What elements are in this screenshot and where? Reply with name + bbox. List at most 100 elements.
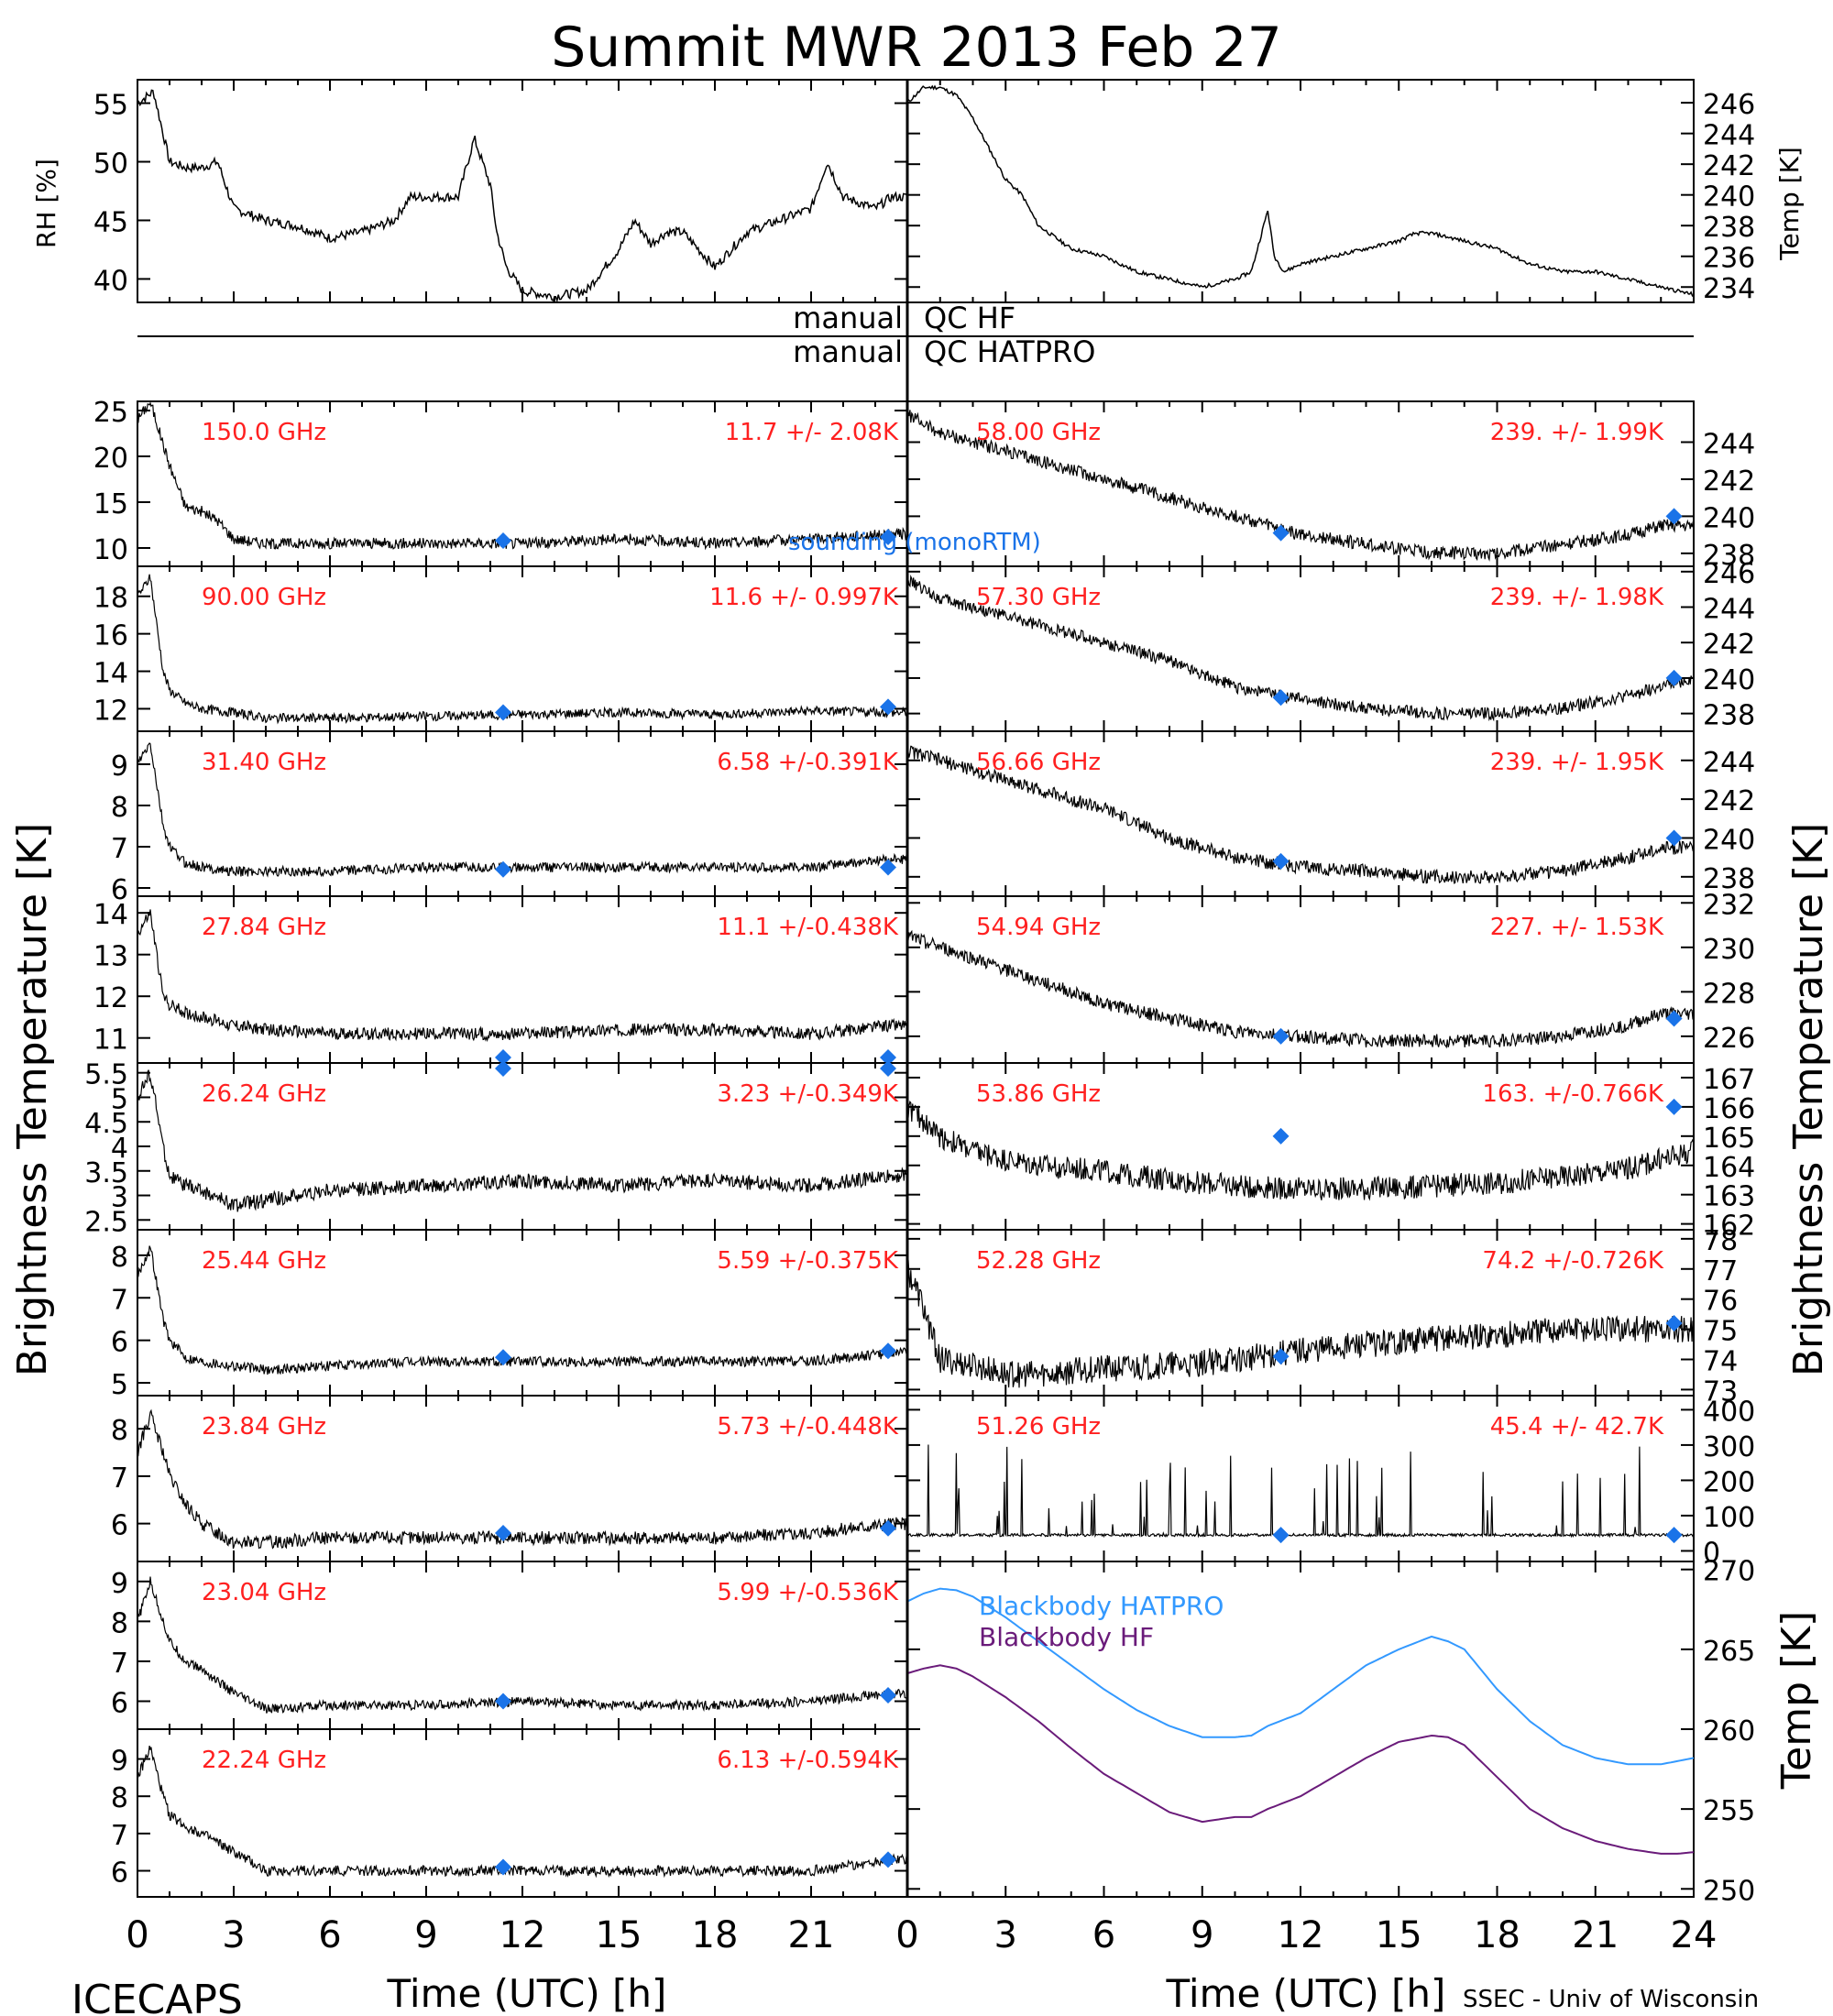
sounding-marker-ch52_28-1	[1665, 1315, 1683, 1332]
x-tick-label-left: 18	[692, 1914, 739, 1956]
sounding-marker-ch26_24-1	[880, 1060, 896, 1077]
y-tick-label: 230	[1703, 934, 1755, 966]
x-tick-label-right: 9	[1191, 1914, 1213, 1956]
sounding-marker-ch57_3-1	[1665, 669, 1683, 686]
channel-label-ch23_84: 23.84 GHz	[202, 1413, 326, 1441]
y-tick-label: 9	[111, 751, 128, 783]
air-temp-panel-frame	[906, 79, 1695, 303]
channel-stats-ch57_3: 239. +/- 1.98K	[1490, 584, 1664, 611]
series-trace-ch150	[137, 401, 908, 551]
rh-panel-frame	[137, 79, 908, 303]
y-tick-label: 244	[1703, 594, 1755, 626]
channel-stats-ch27_84: 11.1 +/-0.438K	[717, 914, 899, 941]
y-tick-label: 78	[1703, 1225, 1738, 1257]
y-tick-label: 18	[93, 583, 128, 615]
channel-stats-ch56_66: 239. +/- 1.95K	[1490, 749, 1664, 776]
series-trace-ch56_66	[906, 745, 1695, 884]
y-tick-label: 300	[1703, 1431, 1755, 1463]
y-tick-label: 200	[1703, 1466, 1755, 1498]
x-tick-label-left: 6	[318, 1914, 341, 1956]
channel-label-ch150: 150.0 GHz	[202, 419, 326, 446]
channel-label-ch23_04: 23.04 GHz	[202, 1579, 326, 1606]
sounding-marker-ch57_3-0	[1272, 689, 1290, 707]
y-tick-label: 242	[1703, 150, 1755, 182]
y-tick-label: 16	[93, 620, 128, 652]
y-tick-label: 260	[1703, 1715, 1755, 1748]
y-tick-label: 9	[111, 1568, 128, 1600]
y-tick-label: 265	[1703, 1636, 1755, 1668]
y-tick-label: 10	[93, 534, 128, 566]
y-tick-label: 246	[1703, 89, 1755, 121]
series-trace-ch53_86	[906, 1100, 1695, 1201]
channel-stats-ch22_24: 6.13 +/-0.594K	[717, 1747, 899, 1774]
channel-stats-ch52_28: 74.2 +/-0.726K	[1482, 1247, 1664, 1275]
series-trace-ch27_84	[137, 909, 908, 1043]
series-trace-ch23_04	[137, 1576, 908, 1714]
y-tick-label: 6	[111, 874, 128, 906]
time-axis-label-right: Time (UTC) [h]	[1166, 1971, 1446, 2016]
y-tick-label: 0	[1703, 1537, 1720, 1569]
y-tick-label: 244	[1703, 747, 1755, 779]
channel-stats-ch51_26: 45.4 +/- 42.7K	[1490, 1413, 1664, 1441]
qc-manual-hf-label: manual	[793, 301, 903, 335]
qc-manual-hatpro-label: manual	[793, 334, 903, 369]
y-tick-label: 255	[1703, 1795, 1755, 1827]
footer-ssec: SSEC - Univ of Wisconsin	[1463, 1986, 1759, 2013]
series-trace-ch54_94	[906, 929, 1695, 1049]
x-tick-label-left: 15	[596, 1914, 642, 1956]
y-tick-label: 400	[1703, 1396, 1755, 1428]
channel-stats-ch31: 6.58 +/-0.391K	[717, 749, 899, 776]
chart-title: Summit MWR 2013 Feb 27	[551, 16, 1282, 80]
sounding-marker-ch22_24-0	[495, 1858, 511, 1876]
sounding-marker-ch23_84-0	[495, 1524, 511, 1541]
y-tick-label: 6	[111, 1688, 128, 1720]
channel-stats-ch150: 11.7 +/- 2.08K	[725, 419, 899, 446]
y-tick-label: 12	[93, 982, 128, 1014]
y-tick-label: 6	[111, 1510, 128, 1542]
air-temp-line	[906, 84, 1695, 297]
sounding-marker-ch31-1	[880, 859, 896, 876]
y-tick-label: 246	[1703, 558, 1755, 590]
channel-label-ch56_66: 56.66 GHz	[976, 749, 1101, 776]
qc-hf-label: QC HF	[924, 301, 1015, 335]
channel-stats-ch58: 239. +/- 1.99K	[1490, 419, 1664, 446]
blackbody-temp-label: Temp [K]	[1773, 1611, 1820, 1790]
sounding-marker-ch150-1	[880, 529, 896, 545]
brightness-temp-right-label: Brightness Temperature [K]	[1785, 823, 1832, 1376]
y-tick-label: 5	[111, 1083, 128, 1115]
y-tick-label: 242	[1703, 785, 1755, 817]
y-tick-label: 11	[93, 1024, 128, 1057]
y-tick-label: 8	[111, 1242, 128, 1274]
y-tick-label: 240	[1703, 502, 1755, 534]
channel-stats-ch26_24: 3.23 +/-0.349K	[717, 1080, 899, 1108]
y-tick-label: 238	[1703, 700, 1755, 732]
series-trace-ch23_84	[137, 1408, 908, 1550]
y-tick-label: 232	[1703, 889, 1755, 921]
y-tick-label: 25	[93, 397, 128, 429]
y-tick-label: 5.5	[84, 1059, 128, 1091]
y-tick-label: 73	[1703, 1375, 1738, 1408]
x-tick-label-left: 0	[126, 1914, 148, 1956]
y-tick-label: 75	[1703, 1316, 1738, 1348]
footer-icecaps: ICECAPS	[71, 1977, 243, 2016]
y-tick-label: 234	[1703, 273, 1755, 305]
series-trace-ch25_44	[137, 1245, 908, 1375]
y-tick-label: 240	[1703, 181, 1755, 214]
channel-label-ch27_84: 27.84 GHz	[202, 914, 326, 941]
y-tick-label: 228	[1703, 978, 1755, 1010]
sounding-marker-ch54_94-1	[1665, 1010, 1683, 1027]
y-tick-label: 8	[111, 792, 128, 824]
sounding-marker-ch58-0	[1272, 524, 1290, 542]
y-tick-label: 76	[1703, 1286, 1738, 1318]
channel-stats-ch53_86: 163. +/-0.766K	[1482, 1080, 1664, 1108]
rh-axis-label: RH [%]	[31, 159, 61, 248]
sounding-marker-ch54_94-0	[1272, 1027, 1290, 1045]
y-tick-label: 50	[93, 148, 128, 181]
series-trace-ch58	[906, 410, 1695, 562]
y-tick-label: 13	[93, 941, 128, 973]
blackbody-legend-0: Blackbody HATPRO	[979, 1591, 1224, 1621]
y-tick-label: 7	[111, 1648, 128, 1680]
series-trace-ch51_26	[906, 1444, 1695, 1539]
channel-label-ch52_28: 52.28 GHz	[976, 1247, 1101, 1275]
